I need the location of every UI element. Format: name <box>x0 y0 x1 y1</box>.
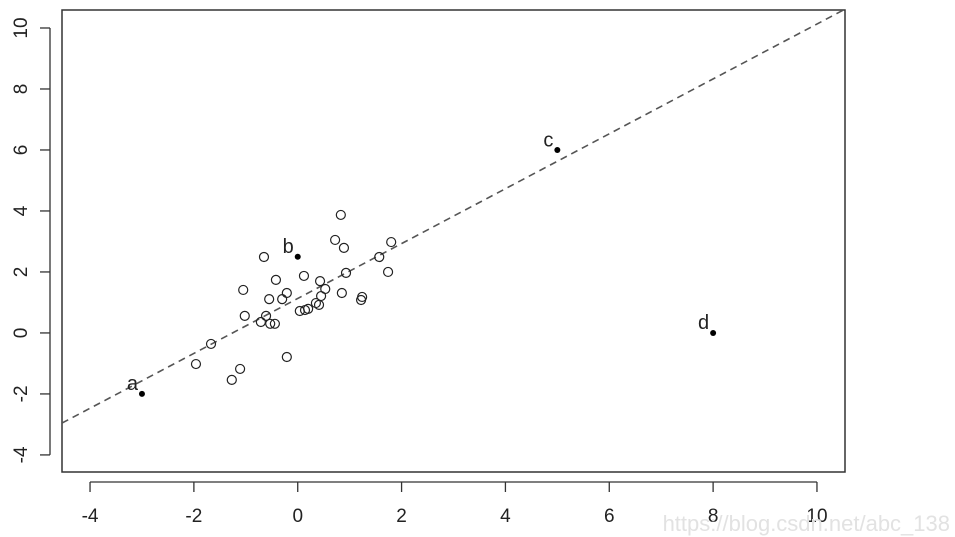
point <box>338 242 350 253</box>
point <box>355 294 367 306</box>
y-tick-label: 2 <box>11 267 32 278</box>
point <box>310 297 322 309</box>
point <box>335 209 346 221</box>
point <box>382 266 394 278</box>
point <box>238 284 249 296</box>
point <box>270 274 282 285</box>
point <box>336 287 347 299</box>
watermark: https://blog.csdn.net/abc_138 <box>663 511 950 536</box>
point <box>277 293 288 305</box>
point <box>313 299 325 310</box>
x-tick-label: -4 <box>82 506 99 527</box>
point <box>255 316 266 328</box>
point <box>269 318 280 329</box>
point <box>226 374 237 386</box>
point <box>205 338 217 350</box>
point-label: b <box>283 236 294 258</box>
point <box>710 329 717 336</box>
x-tick-label: -2 <box>185 506 202 527</box>
y-tick-label: -2 <box>11 385 32 402</box>
point <box>386 236 397 248</box>
point <box>281 351 292 363</box>
y-tick-label: 6 <box>11 145 32 156</box>
point <box>303 303 314 314</box>
point <box>239 310 250 321</box>
x-tick-label: 4 <box>500 506 511 527</box>
y-tick-label: 4 <box>11 205 32 216</box>
point <box>260 310 272 321</box>
point-label: c <box>543 129 553 151</box>
plot-area <box>62 10 845 424</box>
point <box>294 305 305 317</box>
point <box>258 251 270 263</box>
x-tick-label: 0 <box>292 506 303 527</box>
point <box>281 287 292 299</box>
reference-line <box>62 10 845 424</box>
plot-box <box>61 9 846 473</box>
x-tick-label: 8 <box>708 506 719 527</box>
y-tick-label: 0 <box>11 328 32 339</box>
point-label: d <box>698 312 709 334</box>
x-tick-label: 6 <box>604 506 615 527</box>
point <box>294 253 301 260</box>
point <box>298 270 310 282</box>
point <box>138 390 145 397</box>
point <box>265 318 276 329</box>
point <box>554 146 561 153</box>
y-tick-label: 10 <box>11 17 32 38</box>
y-tick-label: -4 <box>11 446 32 463</box>
point <box>264 293 275 305</box>
x-tick-label: 10 <box>806 506 827 527</box>
point <box>374 251 385 263</box>
point <box>234 363 246 375</box>
point <box>190 358 202 370</box>
point-label: a <box>127 373 139 395</box>
point <box>314 276 326 287</box>
point <box>330 234 341 246</box>
y-tick-label: 8 <box>11 84 32 95</box>
x-tick-label: 2 <box>396 506 407 527</box>
point <box>340 267 352 278</box>
